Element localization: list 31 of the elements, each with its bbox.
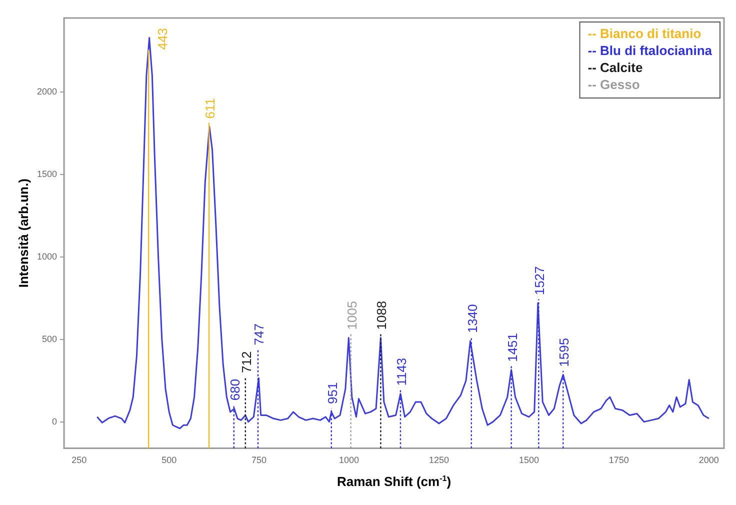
y-tick-label: 2000 [36, 86, 58, 97]
y-tick-label: 1000 [36, 251, 58, 262]
ref-line-label: 1527 [532, 266, 548, 296]
ref-line-label: 951 [324, 382, 340, 404]
x-tick-label: 2000 [698, 455, 719, 466]
y-tick-label: 0 [52, 416, 58, 426]
y-tick-label: 500 [42, 334, 58, 344]
x-tick-label: 1750 [608, 455, 629, 466]
ref-line-label: 1005 [344, 300, 360, 330]
ref-line-label: 1595 [556, 338, 572, 367]
ref-line-label: 611 [202, 98, 218, 119]
ref-line-label: 1143 [394, 358, 409, 386]
annotation: -- Bianco di titanio [588, 26, 702, 42]
x-tick-label: 250 [72, 455, 87, 466]
x-tick-label: 500 [162, 455, 177, 466]
x-tick-label: 750 [252, 455, 267, 466]
annotation: -- Gesso [588, 77, 640, 92]
ref-line-label: 1451 [504, 332, 520, 362]
x-tick-label: 1500 [518, 455, 539, 466]
x-tick-label: 1000 [339, 455, 360, 466]
annotation: -- Blu di ftalocianina [588, 43, 713, 58]
ref-line-label: 1088 [374, 300, 390, 330]
x-tick-label: 1250 [428, 455, 450, 466]
annotation: -- Calcite [588, 60, 643, 76]
y-axis-title: Intensità (arb.un.) [16, 178, 31, 288]
ref-line-label: 443 [155, 28, 170, 50]
ref-line-label: 747 [251, 324, 266, 346]
ref-line-label: 1340 [464, 304, 480, 334]
ref-line-label: 680 [227, 378, 242, 401]
ref-line-label: 712 [238, 351, 254, 373]
y-tick-label: 1500 [36, 169, 58, 180]
